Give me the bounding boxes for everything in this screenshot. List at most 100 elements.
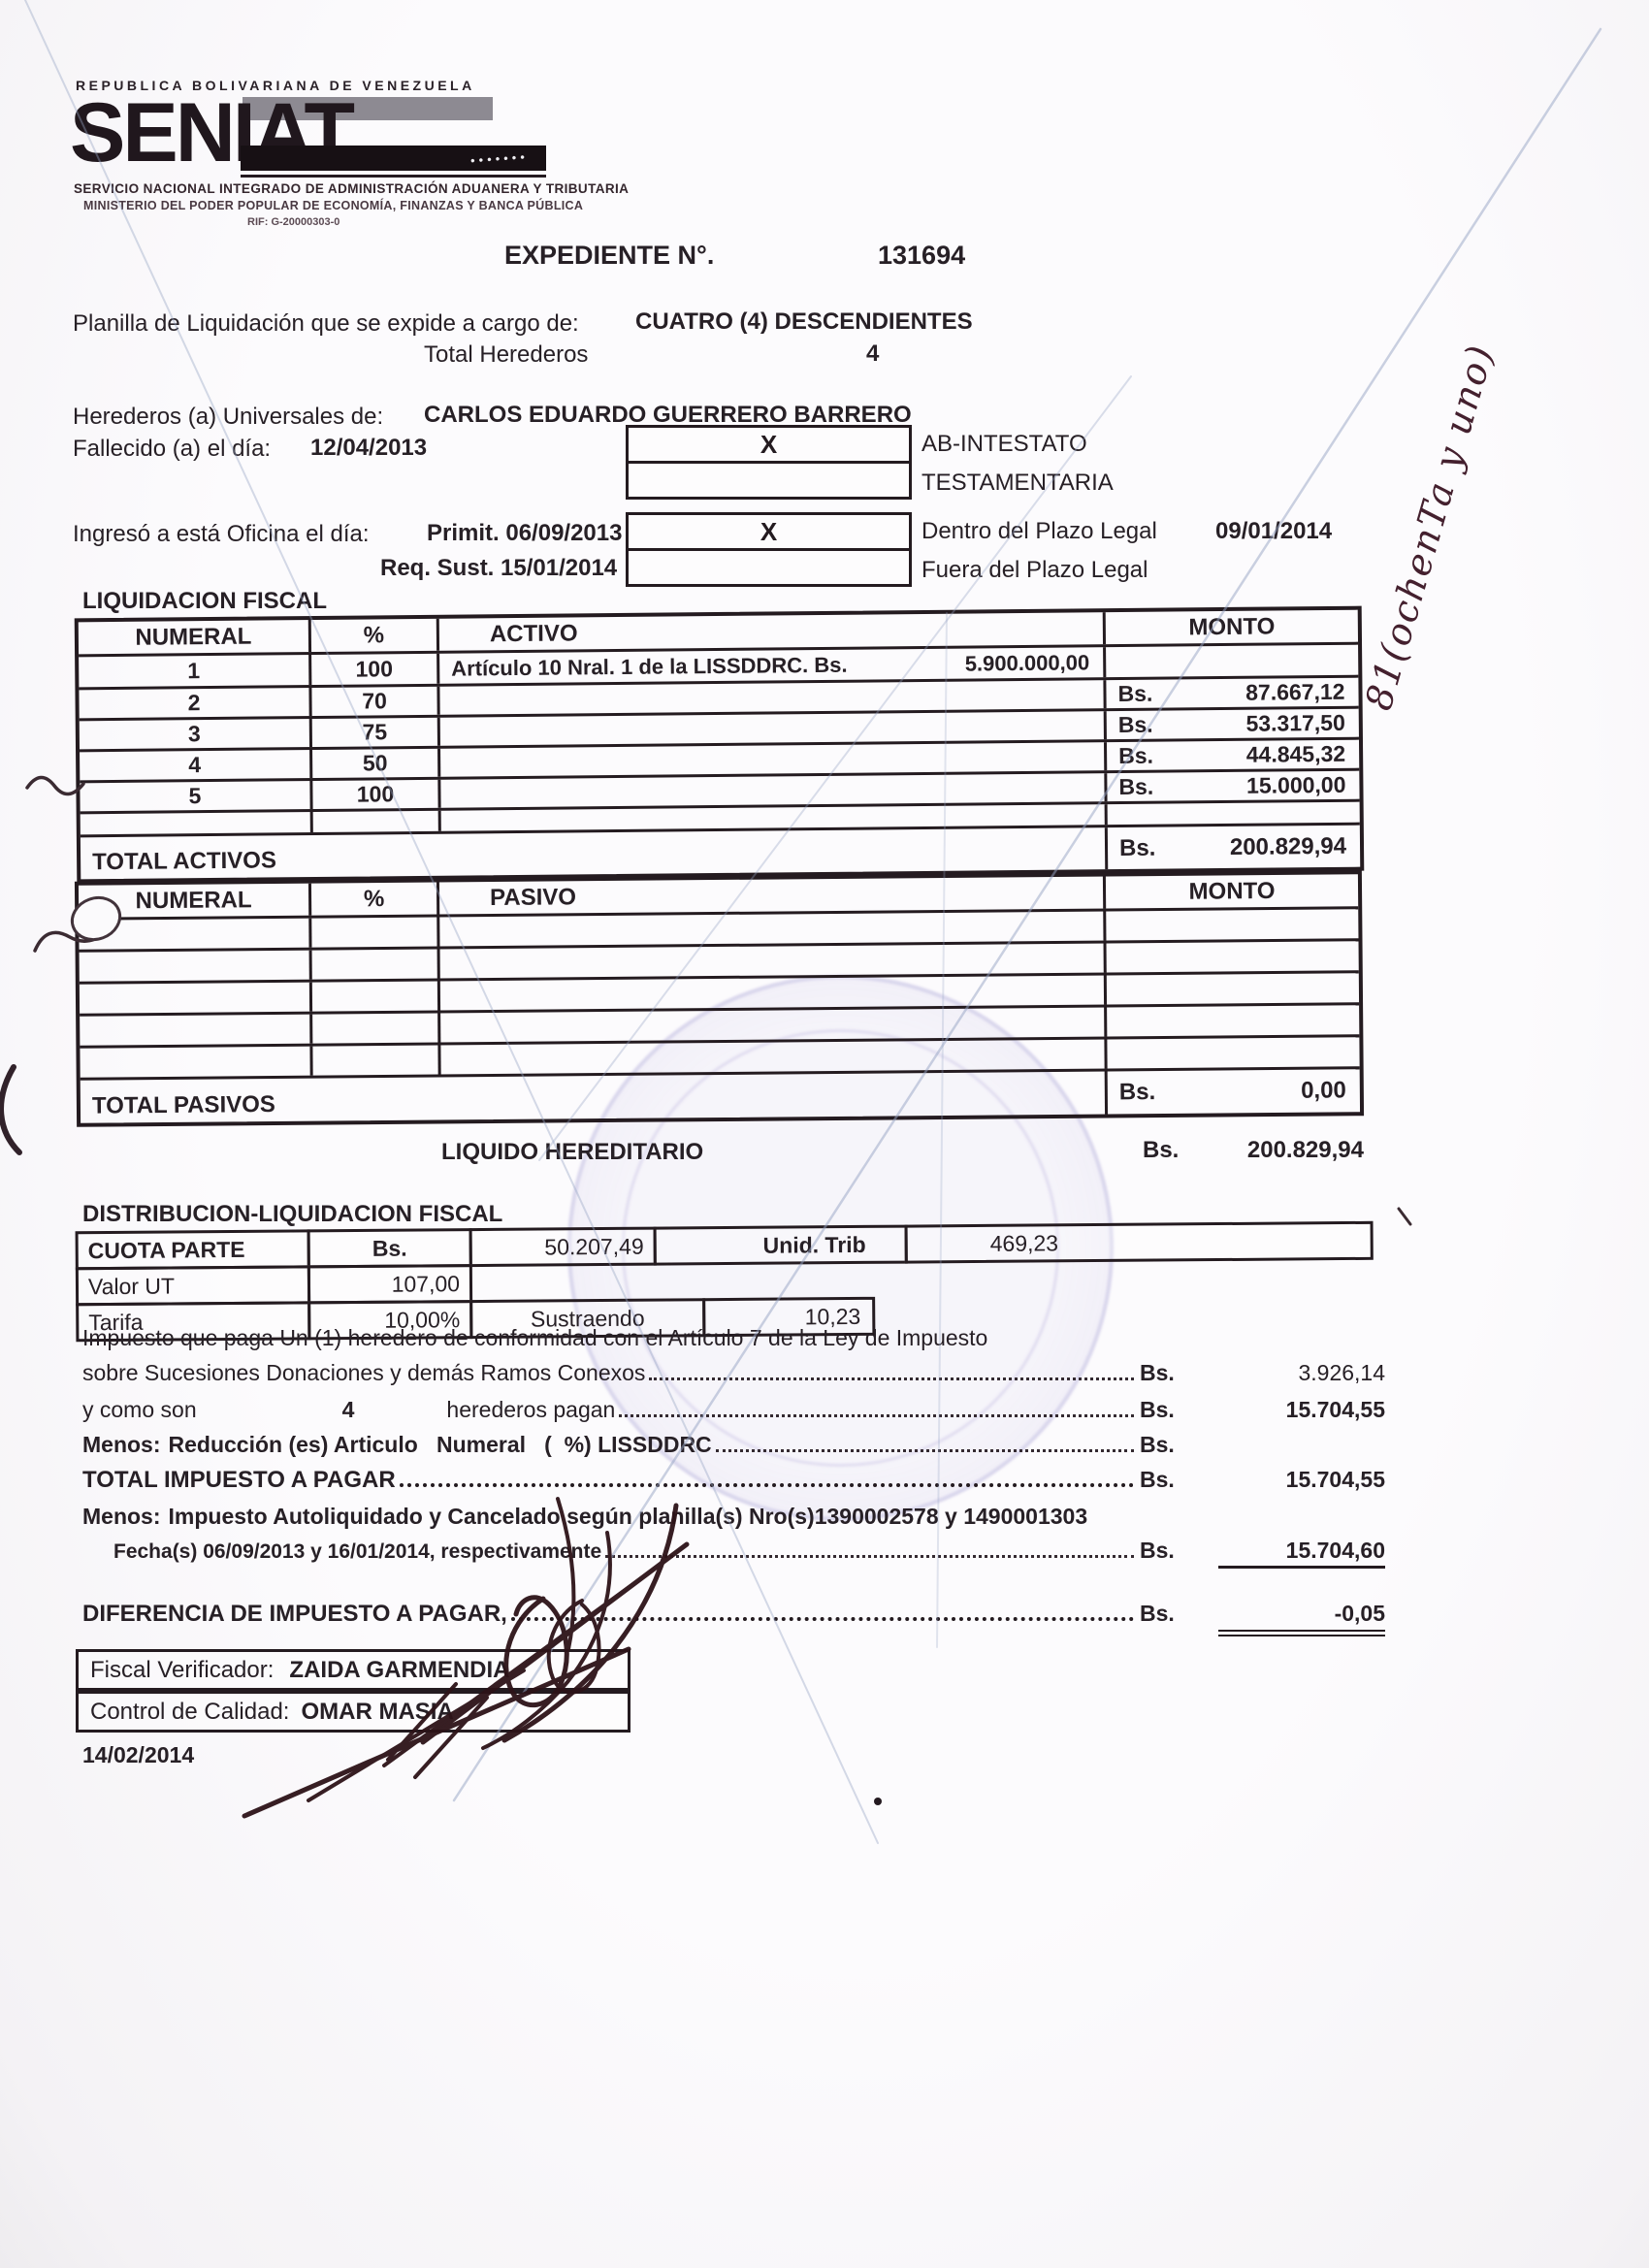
bs-label: Bs. [1118,773,1154,800]
total-pasivos-label: TOTAL PASIVOS [91,1090,275,1119]
activo-cell [439,680,1107,715]
bs-label: Bs. [1140,1397,1175,1422]
control-calidad-label: Control de Calidad: [90,1698,290,1725]
col-pct: % [310,882,440,916]
control-calidad-name: OMAR MASIA [301,1698,454,1725]
activo-cell [439,711,1107,746]
total-herederos-label: Total Herederos [424,341,589,368]
liquido-hereditario-label: LIQUIDO HEREDITARIO [441,1139,704,1165]
monto-cell [1106,909,1358,940]
republic-line: REPUBLICA BOLIVARIANA DE VENEZUELA [76,78,475,93]
total-pasivos-monto: Bs. 0,00 [1108,1069,1360,1114]
pct-cell [311,981,441,1012]
total-impuesto-label: TOTAL IMPUESTO A PAGAR [82,1467,396,1493]
fiscal-verificador-name: ZAIDA GARMENDIA [289,1656,510,1683]
numeral-cell [80,1014,313,1046]
numeral-cell: 1 [79,655,312,688]
total-herederos-value: 4 [866,340,880,367]
fiscal-verificador-label: Fiscal Verificador: [90,1656,275,1683]
seniat-letterhead: REPUBLICA BOLIVARIANA DE VENEZUELA SENIA… [0,0,679,233]
fallecido-label: Fallecido (a) el día: [73,436,272,462]
dotted-leader [510,1602,1134,1621]
pasivos-table: NUMERAL % PASIVO MONTO TOTAL PASIVOS Bs.… [74,870,1365,1127]
bs-label: Bs. [1140,1601,1175,1626]
menos-label: Menos: [82,1432,161,1457]
diferencia-label: DIFERENCIA DE IMPUESTO A PAGAR, [82,1601,507,1627]
amount-block: Bs. 15.704,55 [1140,1467,1385,1493]
ingreso-label: Ingresó a está Oficina el día: [73,521,370,547]
numeral-cell [80,1046,313,1078]
logo-underline [241,175,546,178]
herederos-label: Herederos (a) Universales de: [73,404,384,430]
valor-ut-label: Valor UT [75,1265,311,1307]
pct-cell [312,1045,441,1076]
line3-suffix: herederos pagan [446,1397,616,1422]
bs-label: Bs. [1118,742,1154,769]
ink-dot [874,1798,882,1805]
bs-label: Bs. [1117,711,1153,738]
pasivo-cell [439,943,1107,979]
total-activos-monto: Bs. 200.829,94 [1108,826,1360,869]
amount-block: Bs. [1140,1432,1385,1458]
valor-ut-value: 107,00 [307,1264,473,1305]
monto-value: 44.845,32 [1245,740,1346,767]
pct-cell: 75 [311,717,440,748]
total-pasivos-value: 0,00 [1301,1077,1346,1104]
col-numeral: NUMERAL [78,620,312,655]
numeral-cell [79,950,312,982]
monto-cell: Bs. 53.317,50 [1107,709,1359,739]
ab-intestato-label: AB-INTESTATO [922,431,1087,457]
monto-cell: Bs. 44.845,32 [1107,740,1359,770]
ingreso-req-sust: Req. Sust. 15/01/2014 [380,555,618,581]
bs-label: Bs. [1143,1137,1180,1163]
expediente-label: EXPEDIENTE N°. [504,241,715,270]
ingreso-primit: Primit. 06/09/2013 [427,520,623,546]
impuesto-line3: y como son 4 herederos pagan Bs. 15.704,… [82,1397,1385,1423]
col-numeral: NUMERAL [78,883,312,918]
amount-block: Bs. -0,05 [1140,1601,1385,1636]
total-impuesto-line: TOTAL IMPUESTO A PAGAR Bs. 15.704,55 [82,1467,1385,1494]
bs-label: Bs. [1118,834,1156,861]
bs-label: Bs. [1118,1079,1156,1106]
menos-label: Menos: [82,1504,161,1529]
left-edge-curve-mark [0,1064,22,1155]
numeral-cell: 4 [80,750,313,781]
bs-label: Bs. [1140,1467,1175,1492]
numeral-cell: 3 [79,719,313,750]
pct-cell: 70 [311,686,440,717]
unid-trib-label: Unid. Trib [653,1224,908,1266]
pasivo-cell [439,911,1107,947]
dentro-plazo-label: Dentro del Plazo Legal [922,518,1157,544]
monto-value: 15.000,00 [1245,771,1346,798]
planilla-value: CUATRO (4) DESCENDIENTES [635,308,973,335]
pasivo-cell [440,1039,1108,1075]
numeral-cell [79,918,312,950]
activo-cell [440,742,1108,777]
pct-cell [312,810,441,833]
monto-cell [1107,941,1359,972]
amount-block: Bs. 3.926,14 [1140,1360,1385,1386]
amount-block: Bs. 15.704,60 [1140,1538,1385,1569]
cuota-parte-label: CUOTA PARTE [75,1229,310,1271]
monto-value: 87.667,12 [1245,678,1345,705]
numeral-cell [80,812,313,835]
numeral-cell [79,982,313,1014]
impuesto-line6: Menos: Impuesto Autoliquidado y Cancelad… [82,1504,1385,1530]
impuesto-line2: sobre Sucesiones Donaciones y demás Ramo… [82,1360,1385,1386]
total-label-cell: TOTAL ACTIVOS [80,827,1109,880]
logo-dots-icon: ••••••• [469,148,530,168]
line3-prefix: y como son [82,1397,197,1422]
col-pasivo: PASIVO [438,876,1107,915]
unid-trib-value: 469,23 [904,1220,1374,1264]
herederos-count: 4 [341,1397,355,1422]
pasivo-cell [439,975,1108,1011]
fallecido-date: 12/04/2013 [310,435,428,461]
testamentaria-label: TESTAMENTARIA [922,470,1114,496]
numeral-cell: 5 [80,781,313,812]
ingreso-fecha-derecha: 09/01/2014 [1215,518,1333,544]
dentro-plazo-mark: X [760,516,778,546]
cuota-bs-label: Bs. [307,1228,472,1269]
activo-cell: Artículo 10 Nral. 1 de la LISSDDRC. Bs. … [439,647,1107,684]
total-activos-value: 200.829,94 [1229,832,1347,860]
testamentaria-checkbox [626,461,912,500]
